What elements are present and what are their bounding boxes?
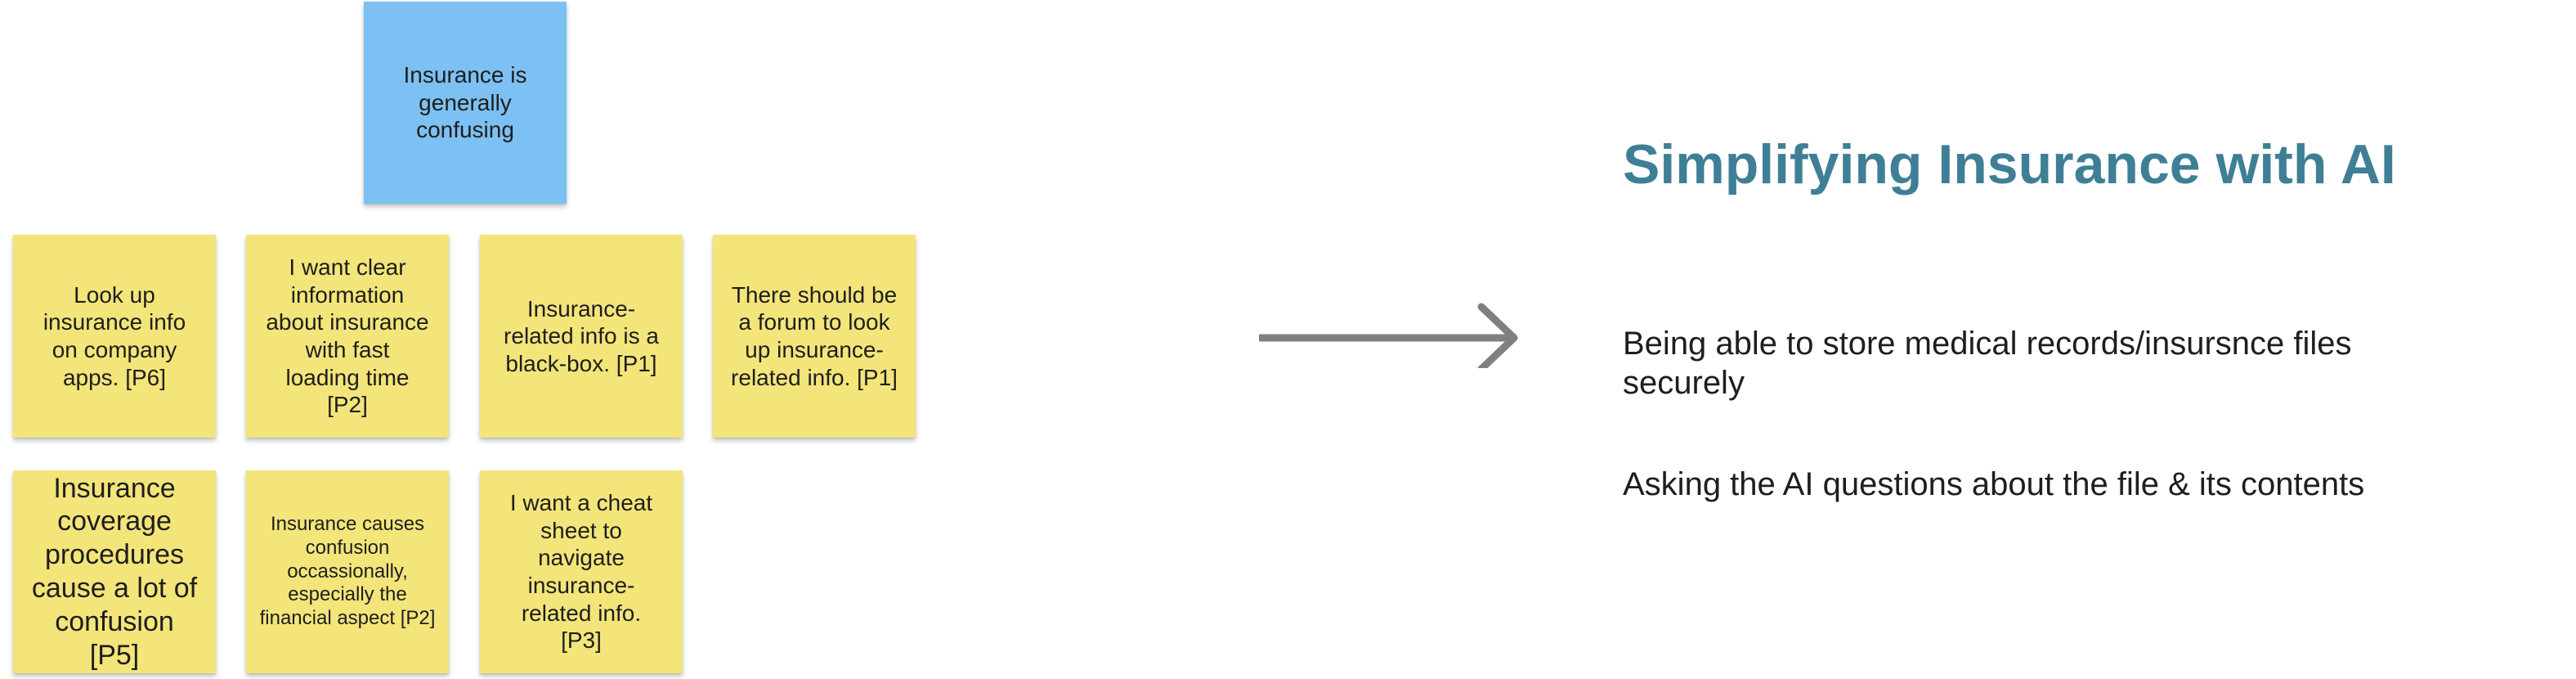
sticky-note-text: I want clear information about insurance… [266,254,429,418]
sticky-note[interactable]: Insurance-related info is a black-box. [… [480,235,683,438]
sticky-note-text: I want a cheat sheet to navigate insuran… [509,490,653,654]
sticky-note[interactable]: Insurance coverage procedures cause a lo… [13,470,216,673]
summary-title: Simplifying Insurance with AI [1623,133,2396,196]
sticky-note-text: Insurance-related info is a black-box. [… [504,295,659,376]
sticky-note-text: Insurance is generally confusing [403,62,527,143]
sticky-note-root[interactable]: Insurance is generally confusing [364,2,567,204]
sticky-note[interactable]: There should be a forum to look up insur… [713,235,916,438]
sticky-note-text: Insurance causes confusion occassionally… [259,513,436,630]
sticky-note[interactable]: I want a cheat sheet to navigate insuran… [480,470,683,673]
sticky-note[interactable]: Look up insurance info on company apps. … [13,235,216,438]
summary-point: Being able to store medical records/insu… [1623,326,2352,401]
sticky-note-text: There should be a forum to look up insur… [731,281,898,390]
summary-point: Asking the AI questions about the file &… [1623,466,2365,502]
sticky-note-text: Insurance coverage procedures cause a lo… [31,472,198,671]
sticky-note[interactable]: Insurance causes confusion occassionally… [246,470,449,673]
sticky-note-text: Look up insurance info on company apps. … [43,281,186,390]
sticky-note[interactable]: I want clear information about insurance… [246,235,449,438]
right-arrow-icon [1259,303,1518,368]
